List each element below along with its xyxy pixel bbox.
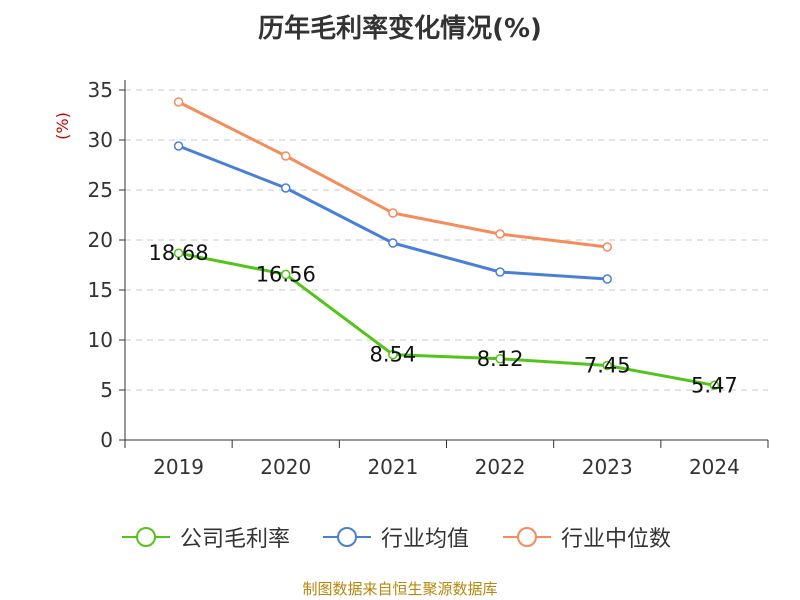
y-tick-label: 35 <box>88 78 113 102</box>
legend-marker <box>337 527 357 547</box>
x-tick-label: 2021 <box>367 455 418 479</box>
legend-marker <box>136 527 156 547</box>
y-axis-label: (%) <box>53 112 72 140</box>
grid-lines <box>125 89 768 391</box>
y-tick-label: 10 <box>88 328 113 352</box>
data-point <box>281 183 291 193</box>
x-tick-label: 2023 <box>582 455 633 479</box>
x-tick-label: 2019 <box>153 455 204 479</box>
y-tick-label: 15 <box>88 278 113 302</box>
series-group <box>173 97 720 391</box>
data-point <box>388 349 398 360</box>
legend-label: 公司毛利率 <box>180 527 290 552</box>
data-point <box>388 238 398 248</box>
chart-title: 历年毛利率变化情况(%) <box>258 14 542 44</box>
legend-label: 行业均值 <box>381 527 469 552</box>
x-tick-label: 2020 <box>260 455 311 479</box>
x-tick-label: 2022 <box>475 455 526 479</box>
y-axis: 0 5 10 15 20 25 30 35 (%) <box>53 78 126 452</box>
data-label: 8.54 <box>370 343 417 367</box>
data-label: 7.45 <box>584 354 631 378</box>
data-point <box>173 248 184 258</box>
legend: 公司毛利率 行业均值 行业中位数 <box>122 527 671 552</box>
y-tick-label: 25 <box>88 178 113 202</box>
data-point <box>173 141 184 151</box>
data-label: 16.56 <box>256 262 316 286</box>
y-tick-label: 20 <box>88 228 113 252</box>
data-point <box>388 208 398 218</box>
data-point <box>602 274 612 284</box>
source-note: 制图数据来自恒生聚源数据库 <box>302 580 498 598</box>
legend-label: 行业中位数 <box>561 527 671 552</box>
data-label: 18.68 <box>149 241 209 265</box>
series-line-2 <box>177 100 608 249</box>
data-labels: 18.68 16.56 8.54 8.12 7.45 5.47 <box>149 241 738 397</box>
y-tick-label: 5 <box>100 378 113 402</box>
data-label: 5.47 <box>691 373 738 397</box>
data-point <box>602 360 612 371</box>
series-line-0 <box>178 251 715 387</box>
data-point <box>173 97 184 107</box>
data-point <box>495 229 505 239</box>
x-tick-label: 2024 <box>689 455 740 479</box>
y-tick-label: 0 <box>100 428 113 452</box>
legend-marker <box>517 527 537 547</box>
data-label: 8.12 <box>477 347 524 371</box>
data-point <box>495 354 505 364</box>
data-point <box>495 267 505 277</box>
data-point <box>709 380 720 391</box>
x-axis: 2019 2020 2021 2022 2023 2024 <box>124 439 769 479</box>
data-point <box>281 269 291 280</box>
data-point <box>281 151 291 161</box>
data-point <box>602 242 612 252</box>
y-tick-label: 30 <box>88 128 113 152</box>
